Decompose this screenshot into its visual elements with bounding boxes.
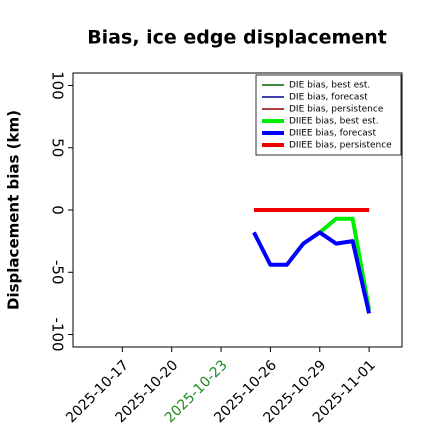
chart-title: Bias, ice edge displacement [87, 27, 387, 49]
y-tick-label: 0 [49, 205, 67, 215]
legend-box [255, 74, 402, 156]
legend-label: DIIEE bias, persistence [289, 141, 392, 151]
series-line [318, 216, 372, 310]
legend-label: DIE bias, persistence [289, 105, 384, 115]
y-tick-label: -100 [49, 318, 67, 352]
y-tick-label: 50 [49, 138, 67, 157]
series-line [252, 230, 372, 314]
legend: DIE bias, best est. DIE bias, forecast DIE… [255, 74, 402, 156]
y-tick-label: 100 [49, 71, 67, 100]
legend-label: DIIEE bias, best est. [289, 117, 379, 127]
legend-label: DIE bias, best est. [289, 81, 370, 91]
legend-label: DIE bias, forecast [289, 93, 368, 103]
legend-label: DIIEE bias, forecast [289, 129, 376, 139]
y-tick-label: -50 [49, 260, 67, 285]
y-axis-label: Displacement bias (km) [5, 110, 23, 310]
